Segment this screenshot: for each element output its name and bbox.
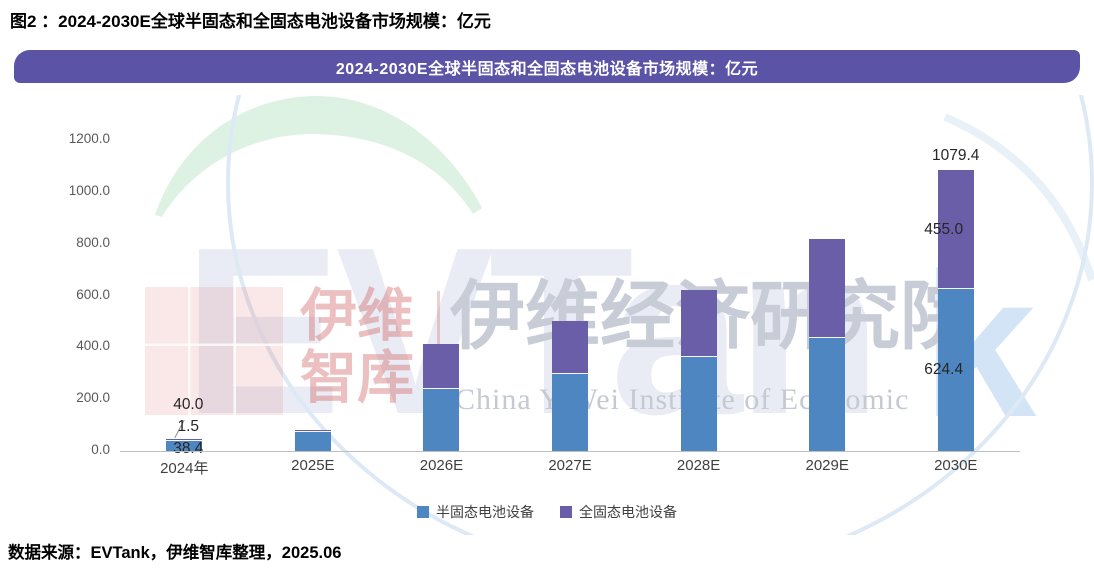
legend-item: 半固态电池设备 [417,502,534,522]
x-axis-label: 2024年 [160,460,209,477]
legend-label: 全固态电池设备 [579,504,677,520]
chart-banner: 2024-2030E全球半固态和全固态电池设备市场规模：亿元 [14,50,1080,83]
figure-caption: 图2 ：2024-2030E全球半固态和全固态电池设备市场规模：亿元 [10,12,491,31]
bar-segment-all-solid [809,238,846,338]
bar-segment-semi-solid [166,441,203,451]
legend-item: 全固态电池设备 [560,502,677,522]
bar-segment-semi-solid [680,356,717,451]
x-axis-label: 2025E [291,457,335,474]
bar-segment-semi-solid [809,337,846,451]
y-axis-tick-label: 800.0 [76,234,110,250]
chart-area: EVTan k 伊维 智库 伊维经济研究院 China YiWei Instit… [0,95,1094,535]
x-axis-line [120,451,1020,452]
bar-segment-semi-solid [423,389,460,451]
bar-value-label: 624.4 [924,361,964,379]
bar-segment-all-solid [166,438,203,442]
bar-segment-all-solid [680,290,717,357]
x-axis-label: 2030E [934,457,978,474]
y-axis-tick-label: 1000.0 [68,182,110,198]
legend-label: 半固态电池设备 [436,504,534,520]
bar-segment-semi-solid [294,432,331,451]
x-axis-label: 2028E [676,457,721,474]
bar-segment-all-solid [423,343,460,390]
bar-value-label: 38.4 [173,440,204,457]
y-axis-tick-label: 600.0 [76,286,110,302]
bar-value-label: 40.0 [173,396,204,413]
source-note: 数据来源：EVTank，伊维智库整理，2025.06 [8,544,342,562]
bar-total-label: 1079.4 [931,147,980,165]
bar-segment-all-solid [552,321,588,374]
chart-legend: 半固态电池设备 全固态电池设备 [0,502,1094,522]
bar-segment-all-solid [294,429,331,433]
bar-value-label: 1.5 [177,418,200,435]
y-axis-tick-label: 1200.0 [68,131,110,146]
x-axis-labels: 2024年 2025E 2026E 2027E 2028E 2029E 2030E [120,457,1020,478]
legend-swatch [417,506,429,518]
plot-area: 40.0 1.5 38.4 1079.4 455.0 624.4 [120,140,1020,457]
bar-value-label: 455.0 [924,221,964,239]
legend-swatch [560,506,572,518]
y-axis-tick-label: 400.0 [76,338,110,354]
x-axis-label: 2026E [419,457,464,474]
chart-banner-title: 2024-2030E全球半固态和全固态电池设备市场规模：亿元 [335,60,759,78]
x-axis-label: 2029E [805,457,849,474]
bar-segment-semi-solid [552,373,588,451]
y-axis-tick-label: 200.0 [76,390,110,406]
y-axis-tick-label: 0.0 [91,442,110,457]
x-axis-label: 2027E [548,457,592,474]
